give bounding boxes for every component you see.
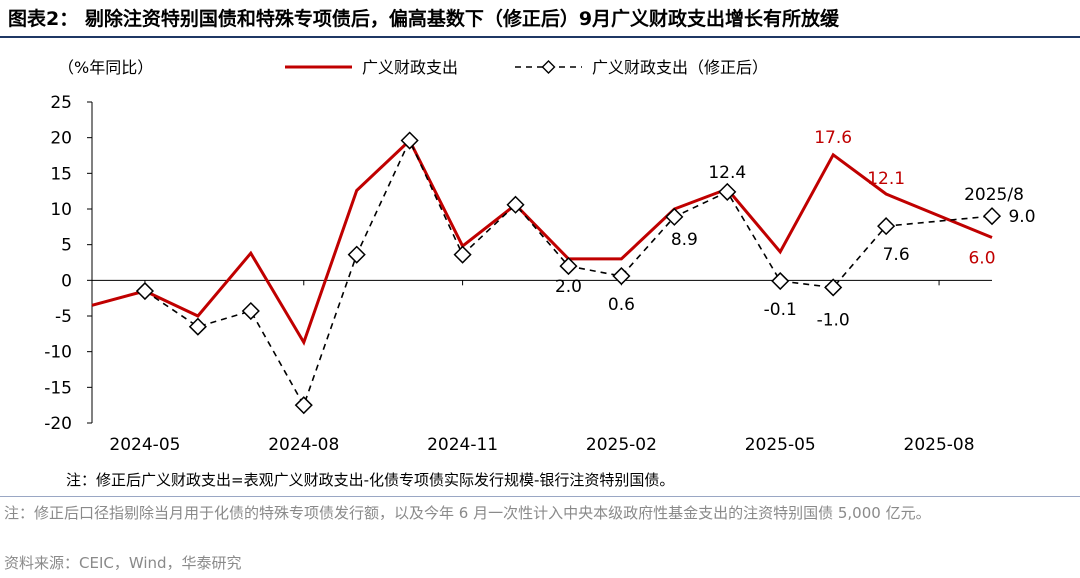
chart-title: 图表2： 剔除注资特别国债和特殊专项债后，偏高基数下（修正后）9月广义财政支出增…: [8, 8, 840, 30]
y-axis-label: （%年同比）: [58, 58, 153, 77]
series2-point: [559, 257, 578, 276]
legend-marker-series2: [541, 60, 556, 74]
series2-point: [135, 281, 155, 301]
series2-point: [453, 245, 472, 264]
series2-data-label: -0.1: [764, 300, 797, 320]
series2-point: [506, 195, 525, 214]
x-tick-label: 2024-05: [109, 435, 180, 455]
series2-point: [665, 207, 684, 226]
series2-data-label: 8.9: [671, 230, 698, 250]
series2-point: [400, 131, 419, 150]
series2-point: [877, 217, 896, 236]
series2-data-label: 0.6: [608, 295, 635, 315]
x-tick-label: 2024-11: [427, 435, 498, 455]
y-tick-label: -10: [44, 343, 72, 363]
source-note: 资料来源：CEIC，Wind，华泰研究: [4, 554, 242, 572]
footnote: 注：修正后口径指剔除当月用于化债的特殊专项债发行额，以及今年 6 月一次性计入中…: [4, 504, 931, 522]
y-tick-label: 25: [50, 93, 72, 113]
series1-data-label: 12.1: [867, 169, 905, 189]
series1-data-label: 17.6: [814, 128, 852, 148]
series2-point: [347, 245, 366, 264]
legend-label-series2: 广义财政支出（修正后）: [592, 58, 768, 77]
line-chart: 25 20 15 10 5 0 -5 -10 -15 -20 2024-05 2024-08 2024-…: [44, 58, 1035, 455]
series2-point: [241, 301, 260, 321]
x-tick-label: 2025-02: [586, 435, 657, 455]
annotation-label: 2025/8: [964, 185, 1024, 205]
series1-line: [91, 138, 993, 346]
legend-label-series1: 广义财政支出: [362, 58, 458, 77]
x-tick-label: 2025-08: [904, 435, 975, 455]
series2-point: [824, 278, 843, 297]
y-tick-label: 10: [50, 200, 72, 220]
series2-point: [771, 271, 790, 291]
y-tick-label: 5: [61, 236, 72, 256]
series2-point: [982, 207, 1002, 226]
series2-data-label: -1.0: [817, 310, 850, 330]
y-tick-label: -5: [55, 307, 72, 327]
y-tick-label: 15: [50, 164, 72, 184]
series2-line: [144, 138, 993, 408]
series2-data-label: 7.6: [883, 245, 910, 265]
series2-data-label: 9.0: [1008, 207, 1035, 227]
y-tick-label: -15: [44, 378, 72, 398]
series2-data-label: 12.4: [708, 163, 746, 183]
y-tick-label: -20: [44, 414, 72, 434]
series2-point: [718, 182, 737, 201]
series2-point: [188, 317, 207, 336]
series2-data-label: 2.0: [555, 277, 582, 297]
x-tick-label: 2024-08: [268, 435, 339, 455]
y-tick-label: 20: [50, 129, 72, 149]
title-divider: [0, 36, 1080, 38]
series2-point: [294, 396, 313, 415]
series1-data-label: 6.0: [968, 249, 995, 269]
x-tick-label: 2025-05: [745, 435, 816, 455]
y-tick-label: 0: [61, 271, 72, 291]
chart-note: 注：修正后广义财政支出=表观广义财政支出-化债专项债实际发行规模-银行注资特别国…: [66, 471, 675, 489]
series2-point: [612, 266, 631, 286]
footer-divider: [0, 496, 1080, 497]
